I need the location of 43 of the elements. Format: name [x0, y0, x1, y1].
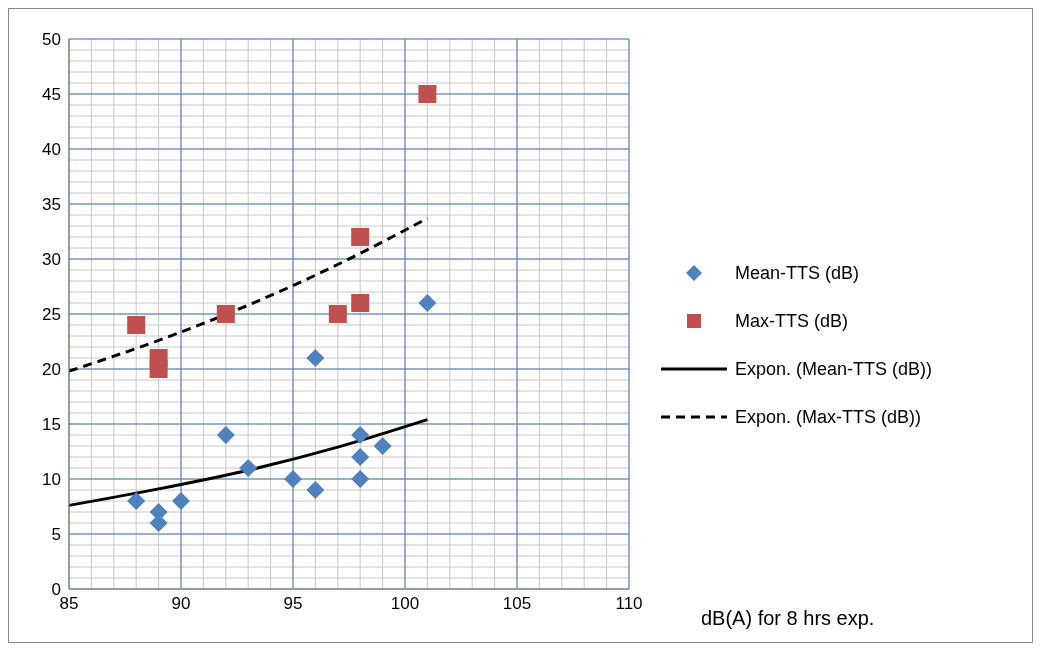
y-tick-label: 10 [42, 470, 61, 490]
point [306, 481, 325, 499]
point [351, 426, 370, 444]
point [351, 470, 370, 488]
y-tick-label: 0 [51, 580, 61, 600]
x-tick-label: 100 [390, 594, 420, 614]
point [216, 305, 235, 323]
legend-label: Expon. (Max-TTS (dB)) [735, 406, 922, 428]
point [418, 85, 437, 103]
y-tick-label: 35 [42, 195, 61, 215]
point [351, 294, 370, 312]
y-tick-label: 15 [42, 415, 61, 435]
point [127, 316, 146, 334]
point [172, 492, 190, 510]
point [306, 349, 325, 367]
point [284, 470, 302, 488]
y-tick-label: 25 [42, 305, 61, 325]
point [351, 448, 370, 466]
x-tick-label: 110 [615, 594, 643, 614]
line-series [69, 216, 429, 373]
line-series [69, 418, 429, 507]
y-tick-label: 45 [42, 85, 61, 105]
legend-label: Max-TTS (dB) [735, 310, 849, 332]
legend-label: Mean-TTS (dB) [735, 262, 860, 284]
y-tick-label: 50 [42, 30, 61, 50]
point [328, 305, 347, 323]
y-tick-label: 5 [51, 525, 61, 545]
y-tick-label: 40 [42, 140, 61, 160]
point [418, 294, 437, 312]
point [216, 426, 235, 444]
point [127, 492, 146, 510]
point [149, 360, 168, 378]
x-axis-title: dB(A) for 8 hrs exp. [701, 607, 875, 630]
y-tick-label: 30 [42, 250, 61, 270]
point [373, 437, 392, 455]
legend-label: Expon. (Mean-TTS (dB)) [735, 358, 933, 380]
x-tick-label: 85 [59, 594, 79, 614]
y-tick-label: 20 [42, 360, 61, 380]
point [351, 228, 370, 246]
x-tick-label: 90 [171, 594, 191, 614]
x-tick-label: 95 [283, 594, 303, 614]
x-tick-label: 105 [502, 594, 532, 614]
point [239, 459, 258, 477]
